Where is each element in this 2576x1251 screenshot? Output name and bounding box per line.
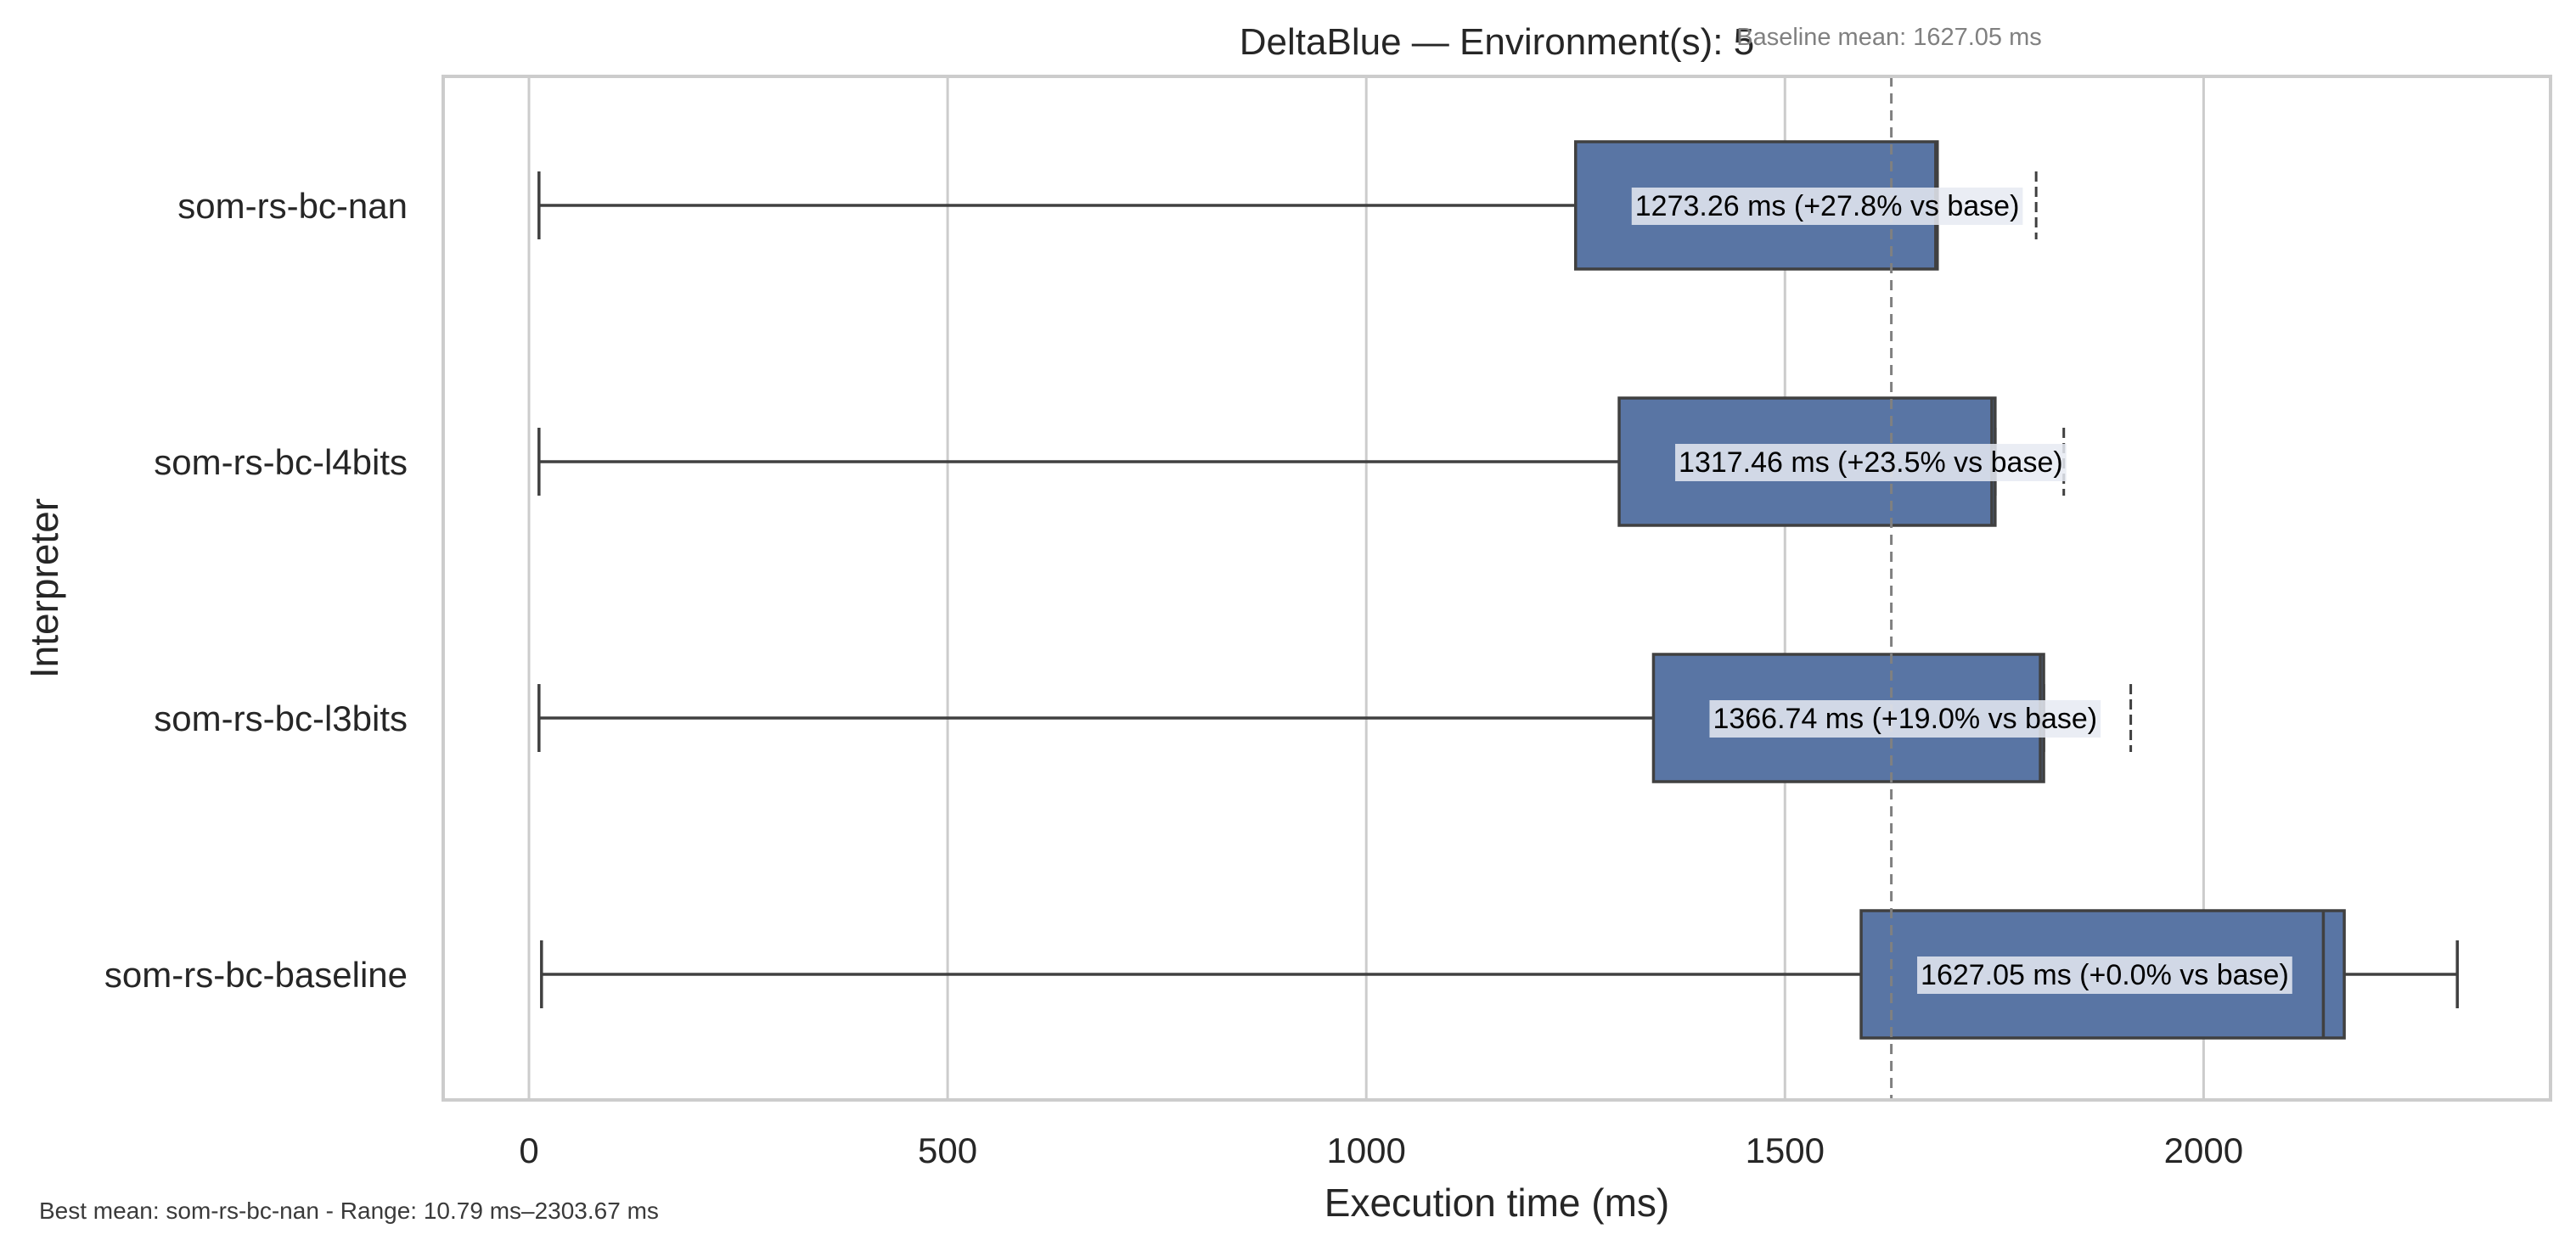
reference-line-label: Baseline mean: 1627.05 ms <box>1736 24 2042 51</box>
data-label-som-rs-bc-l3bits: 1366.74 ms (+19.0% vs base) <box>1709 700 2101 738</box>
chart-title: DeltaBlue — Environment(s): 5 <box>1240 21 1754 63</box>
data-label-background <box>1709 700 2101 738</box>
x-tick-label: 1000 <box>1326 1130 1405 1170</box>
x-tick-label: 500 <box>918 1130 977 1170</box>
plot-frame <box>442 75 2552 1102</box>
data-label-som-rs-bc-l4bits: 1317.46 ms (+23.5% vs base) <box>1675 444 2067 481</box>
box-data-labels: 1273.26 ms (+27.8% vs base) 1317.46 ms (+… <box>1631 188 2292 994</box>
x-axis-label: Execution time (ms) <box>1325 1181 1669 1225</box>
data-label-text: 1366.74 ms (+19.0% vs base) <box>1713 703 2097 735</box>
y-tick-labels: som-rs-bc-nan som-rs-bc-l4bits som-rs-bc-l… <box>104 186 408 995</box>
x-tick-label: 0 <box>519 1130 538 1170</box>
x-tick-label: 2000 <box>2164 1130 2243 1170</box>
y-tick-label: som-rs-bc-l3bits <box>154 698 408 738</box>
x-tick-labels: 0 500 1000 1500 2000 <box>519 1130 2243 1170</box>
y-tick-label: som-rs-bc-baseline <box>104 955 408 995</box>
y-axis-label: Interpreter <box>22 498 66 678</box>
data-label-som-rs-bc-nan: 1273.26 ms (+27.8% vs base) <box>1631 188 2023 225</box>
footnote: Best mean: som-rs-bc-nan - Range: 10.79 … <box>39 1198 659 1224</box>
data-label-background <box>1631 188 2023 225</box>
y-tick-label: som-rs-bc-l4bits <box>154 442 408 482</box>
data-label-som-rs-bc-baseline: 1627.05 ms (+0.0% vs base) <box>1917 956 2292 994</box>
data-label-text: 1627.05 ms (+0.0% vs base) <box>1921 959 2289 991</box>
y-tick-label: som-rs-bc-nan <box>177 186 408 226</box>
data-label-background <box>1675 444 2067 481</box>
data-label-text: 1317.46 ms (+23.5% vs base) <box>1679 446 2063 479</box>
data-label-background <box>1917 956 2292 994</box>
data-label-text: 1273.26 ms (+27.8% vs base) <box>1635 190 2020 222</box>
x-tick-label: 1500 <box>1746 1130 1825 1170</box>
